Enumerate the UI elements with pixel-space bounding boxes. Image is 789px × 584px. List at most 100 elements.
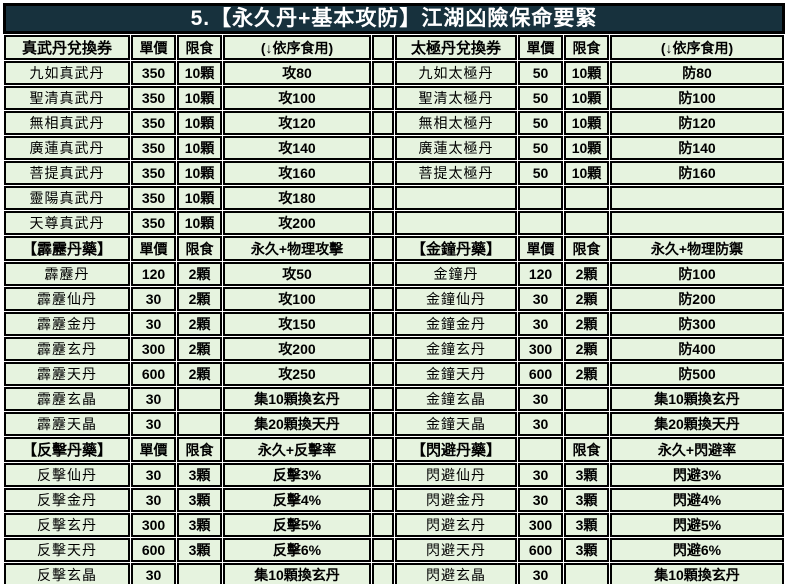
page-title: 5.【永久丹+基本攻防】江湖凶險保命要緊 [3, 3, 785, 34]
item-name-cell: 反擊玄丹 [4, 513, 130, 537]
table-body: 真武丹兌換券 單價 限食 (↓依序食用) 太極丹兌換券 單價 限食 (↓依序食用) 九如真武丹 3… [4, 35, 784, 584]
limit-cell [564, 387, 609, 411]
item-name-cell: 聖清真武丹 [4, 86, 130, 110]
price-cell: 300 [518, 337, 563, 361]
effect-cell: 防300 [610, 312, 784, 336]
price-cell [518, 211, 563, 235]
effect-cell: 防100 [610, 262, 784, 286]
spacer-cell [372, 186, 394, 210]
effect-cell: 防80 [610, 61, 784, 85]
item-name-cell: 菩提真武丹 [4, 161, 130, 185]
price-cell: 350 [131, 161, 176, 185]
limit-cell: 10顆 [177, 186, 222, 210]
item-name-cell [395, 211, 517, 235]
effect-cell: 防160 [610, 161, 784, 185]
col-header-price [518, 437, 563, 462]
col-header-effect: 永久+物理攻擊 [223, 236, 371, 261]
spacer-cell [372, 412, 394, 436]
item-name-cell: 金鐘玄丹 [395, 337, 517, 361]
price-cell: 50 [518, 61, 563, 85]
price-cell: 30 [518, 387, 563, 411]
limit-cell: 2顆 [564, 337, 609, 361]
item-name-cell: 金鐘玄晶 [395, 387, 517, 411]
data-row: 反擊玄丹 300 3顆 反擊5% 閃避玄丹 300 3顆 閃避5% [4, 513, 784, 537]
effect-cell: 攻80 [223, 61, 371, 85]
limit-cell: 10顆 [177, 86, 222, 110]
item-name-cell: 金鐘天丹 [395, 362, 517, 386]
limit-cell: 3顆 [177, 538, 222, 562]
col-header-limit: 限食 [177, 437, 222, 462]
effect-cell: 反擊6% [223, 538, 371, 562]
price-cell: 30 [131, 563, 176, 584]
price-cell: 300 [131, 337, 176, 361]
price-cell: 600 [518, 538, 563, 562]
spacer-cell [372, 111, 394, 135]
limit-cell: 2顆 [177, 337, 222, 361]
effect-cell: 防200 [610, 287, 784, 311]
effect-cell: 閃避5% [610, 513, 784, 537]
item-name-cell: 九如太極丹 [395, 61, 517, 85]
limit-cell: 2顆 [177, 312, 222, 336]
limit-cell [564, 211, 609, 235]
col-header-item: 【金鐘丹藥】 [395, 236, 517, 261]
effect-cell: 攻250 [223, 362, 371, 386]
effect-cell: 防140 [610, 136, 784, 160]
spacer-cell [372, 136, 394, 160]
price-cell: 30 [131, 463, 176, 487]
item-name-cell: 金鐘天晶 [395, 412, 517, 436]
data-row: 反擊仙丹 30 3顆 反擊3% 閃避仙丹 30 3顆 閃避3% [4, 463, 784, 487]
price-cell: 30 [131, 412, 176, 436]
spacer-cell [372, 35, 394, 60]
col-header-item: 【反擊丹藥】 [4, 437, 130, 462]
price-cell: 30 [518, 287, 563, 311]
item-name-cell: 天尊真武丹 [4, 211, 130, 235]
spacer-cell [372, 236, 394, 261]
item-name-cell: 靈陽真武丹 [4, 186, 130, 210]
limit-cell [564, 186, 609, 210]
limit-cell: 10顆 [564, 136, 609, 160]
spacer-cell [372, 287, 394, 311]
price-cell: 30 [518, 412, 563, 436]
item-name-cell: 反擊玄晶 [4, 563, 130, 584]
data-row: 霹靂天丹 600 2顆 攻250 金鐘天丹 600 2顆 防500 [4, 362, 784, 386]
limit-cell: 10顆 [564, 86, 609, 110]
effect-cell: 集10顆換玄丹 [223, 387, 371, 411]
limit-cell: 2顆 [177, 287, 222, 311]
item-name-cell: 反擊仙丹 [4, 463, 130, 487]
effect-cell: 集10顆換玄丹 [610, 387, 784, 411]
effect-cell: 集20顆換天丹 [223, 412, 371, 436]
spacer-cell [372, 362, 394, 386]
spacer-cell [372, 387, 394, 411]
col-header-price: 單價 [518, 35, 563, 60]
effect-cell: 攻120 [223, 111, 371, 135]
item-name-cell: 廣蓮真武丹 [4, 136, 130, 160]
spacer-cell [372, 563, 394, 584]
data-row: 霹靂金丹 30 2顆 攻150 金鐘金丹 30 2顆 防300 [4, 312, 784, 336]
price-cell: 600 [131, 362, 176, 386]
spacer-cell [372, 211, 394, 235]
effect-cell: 攻150 [223, 312, 371, 336]
section-header-row: 【霹靂丹藥】 單價 限食 永久+物理攻擊 【金鐘丹藥】 單價 限食 永久+物理防禦 [4, 236, 784, 261]
item-name-cell: 霹靂仙丹 [4, 287, 130, 311]
col-header-effect: (↓依序食用) [610, 35, 784, 60]
effect-cell: 防100 [610, 86, 784, 110]
limit-cell: 3顆 [177, 488, 222, 512]
price-cell: 50 [518, 136, 563, 160]
item-name-cell: 金鐘丹 [395, 262, 517, 286]
spacer-cell [372, 513, 394, 537]
limit-cell: 2顆 [564, 262, 609, 286]
data-row: 無相真武丹 350 10顆 攻120 無相太極丹 50 10顆 防120 [4, 111, 784, 135]
limit-cell [564, 412, 609, 436]
spacer-cell [372, 463, 394, 487]
item-name-cell: 金鐘金丹 [395, 312, 517, 336]
effect-cell: 反擊5% [223, 513, 371, 537]
price-cell: 50 [518, 86, 563, 110]
data-row: 菩提真武丹 350 10顆 攻160 菩提太極丹 50 10顆 防160 [4, 161, 784, 185]
data-row: 霹靂丹 120 2顆 攻50 金鐘丹 120 2顆 防100 [4, 262, 784, 286]
effect-cell: 攻50 [223, 262, 371, 286]
data-row: 天尊真武丹 350 10顆 攻200 [4, 211, 784, 235]
effect-cell: 集20顆換天丹 [610, 412, 784, 436]
price-cell: 30 [131, 312, 176, 336]
spacer-cell [372, 538, 394, 562]
